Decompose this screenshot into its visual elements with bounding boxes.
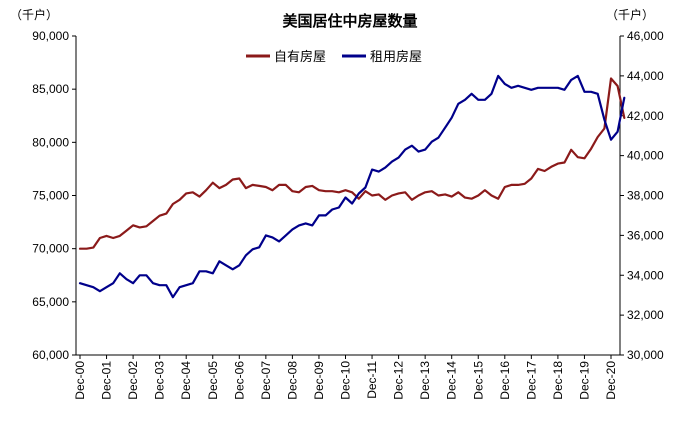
right-tick-label: 30,000: [627, 348, 664, 362]
x-tick-label: Dec-05: [206, 361, 220, 400]
x-tick-label: Dec-19: [577, 361, 591, 400]
chart-title: 美国居住中房屋数量: [282, 12, 417, 30]
x-tick-label: Dec-17: [524, 361, 538, 400]
right-tick-label: 42,000: [627, 109, 664, 123]
left-axis-ticks: 60,000 65,000 70,000 75,000 80,000 85,000 90,0…: [32, 29, 76, 362]
series-line-renter: [78, 74, 626, 299]
right-tick-label: 34,000: [627, 268, 664, 282]
x-tick-label: Dec-01: [100, 361, 114, 400]
x-tick-label: Dec-03: [153, 361, 167, 400]
right-tick-label: 46,000: [627, 29, 664, 43]
left-tick-label: 80,000: [32, 135, 69, 149]
x-tick-label: Dec-11: [365, 361, 379, 399]
x-tick-label: Dec-10: [339, 361, 353, 400]
x-tick-label: Dec-16: [498, 361, 512, 400]
x-tick-label: Dec-06: [232, 361, 246, 400]
x-tick-label: Dec-14: [445, 361, 459, 400]
x-tick-label: Dec-13: [418, 361, 432, 400]
x-tick-label: Dec-12: [392, 361, 406, 400]
left-tick-label: 90,000: [32, 29, 69, 43]
plot-area: [75, 36, 621, 356]
x-tick-label: Dec-15: [471, 361, 485, 400]
left-tick-label: 85,000: [32, 82, 69, 96]
x-tick-label: Dec-00: [73, 361, 87, 400]
left-tick-label: 60,000: [32, 348, 69, 362]
right-tick-label: 36,000: [627, 228, 664, 242]
x-tick-label: Dec-02: [126, 361, 140, 400]
legend-label-owner: 自有房屋: [274, 49, 326, 65]
x-tick-label: Dec-09: [312, 361, 326, 400]
x-tick-label: Dec-07: [259, 361, 273, 400]
right-tick-label: 32,000: [627, 308, 664, 322]
x-tick-label: Dec-08: [285, 361, 299, 400]
x-tick-label: Dec-20: [604, 361, 618, 400]
right-tick-label: 44,000: [627, 69, 664, 83]
legend-label-renter: 租用房屋: [370, 49, 422, 65]
left-axis-unit: （千户）: [10, 7, 58, 22]
left-tick-label: 65,000: [32, 295, 69, 309]
left-tick-label: 75,000: [32, 189, 69, 203]
right-tick-label: 40,000: [627, 149, 664, 163]
left-tick-label: 70,000: [32, 242, 69, 256]
right-axis-unit: （千户）: [606, 7, 654, 22]
x-axis-ticks: Dec-00 Dec-01 Dec-02 Dec-03 Dec-04 Dec-05 Dec-…: [73, 355, 618, 400]
series-line-owner: [78, 77, 626, 250]
legend: 自有房屋 租用房屋: [246, 49, 422, 65]
x-tick-label: Dec-18: [551, 361, 565, 400]
right-tick-label: 38,000: [627, 189, 664, 203]
series-lines: [78, 74, 626, 299]
right-axis-ticks: 30,000 32,000 34,000 36,000 38,000 40,000 42,0…: [620, 29, 664, 362]
x-tick-label: Dec-04: [179, 361, 193, 400]
